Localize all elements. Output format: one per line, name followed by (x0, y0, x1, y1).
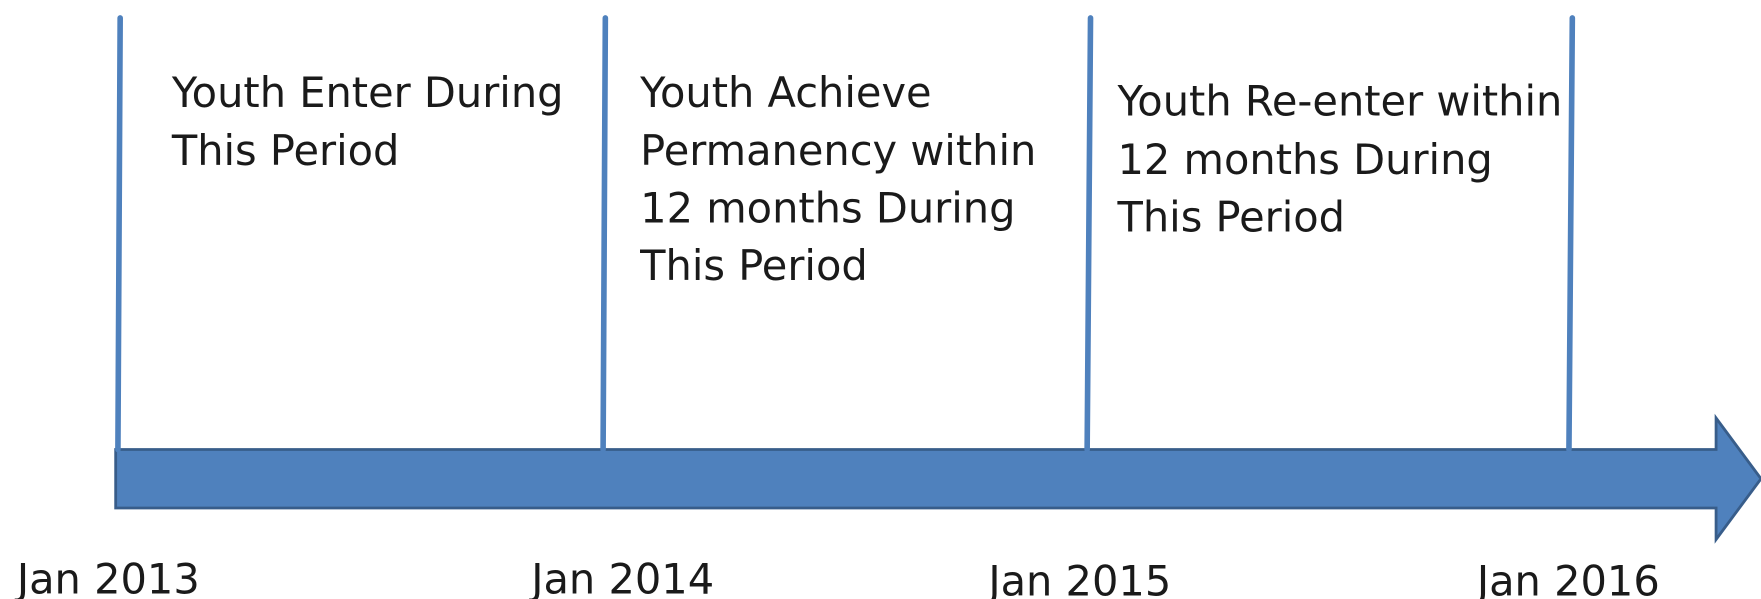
period-line: This Period (639, 241, 868, 290)
period-line: 12 months During (640, 184, 1015, 233)
divider-line (1084, 15, 1094, 453)
period-text: Youth Enter During This Period (171, 68, 564, 175)
period-line: This Period (1116, 192, 1345, 241)
period-text: Youth Re-enter within 12 months During T… (1116, 77, 1562, 242)
divider-line (1566, 15, 1576, 453)
date-label: Jan 2016 (1474, 557, 1660, 599)
period-line: Youth Achieve (639, 68, 931, 117)
divider-line (115, 15, 123, 453)
date-label: Jan 2015 (985, 557, 1171, 599)
period-line: Youth Re-enter within (1116, 77, 1562, 126)
period-line: 12 months During (1117, 135, 1492, 184)
date-label: Jan 2013 (14, 554, 200, 599)
period-line: Permanency within (640, 126, 1036, 175)
period-line: This Period (171, 126, 400, 175)
divider-line (600, 15, 609, 453)
period-text: Youth Achieve Permanency within 12 month… (639, 68, 1036, 290)
period-line: Youth Enter During (171, 68, 564, 117)
date-label: Jan 2014 (528, 554, 714, 599)
timeline-arrow (114, 413, 1761, 544)
